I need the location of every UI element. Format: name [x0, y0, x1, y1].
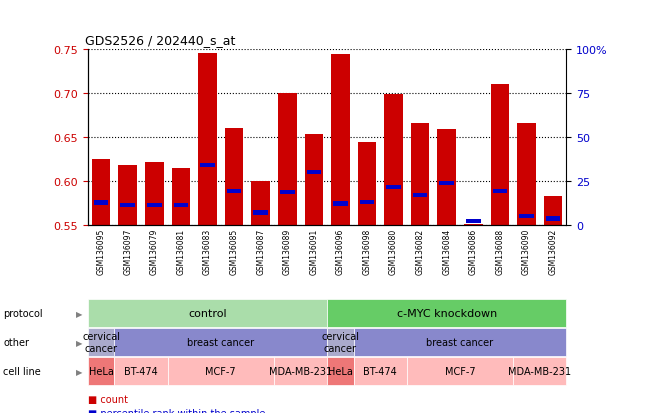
Bar: [201, 163, 215, 168]
Text: HeLa: HeLa: [328, 366, 353, 376]
Text: ▶: ▶: [76, 367, 83, 376]
Text: ▶: ▶: [76, 338, 83, 347]
Bar: [360, 200, 374, 204]
Bar: [251, 181, 270, 225]
Text: BT-474: BT-474: [124, 366, 158, 376]
Bar: [227, 190, 242, 194]
Bar: [331, 55, 350, 225]
Bar: [172, 169, 190, 225]
Bar: [386, 185, 401, 190]
Bar: [411, 123, 430, 225]
Bar: [544, 197, 562, 225]
Text: HeLa: HeLa: [89, 366, 114, 376]
Bar: [305, 135, 323, 225]
Bar: [120, 204, 135, 208]
Bar: [464, 224, 482, 225]
Text: cell line: cell line: [3, 366, 41, 376]
Text: ▶: ▶: [76, 309, 83, 318]
Text: ■ percentile rank within the sample: ■ percentile rank within the sample: [88, 408, 265, 413]
Bar: [413, 193, 428, 197]
Bar: [384, 95, 403, 225]
Bar: [145, 163, 163, 225]
Text: c-MYC knockdown: c-MYC knockdown: [396, 309, 497, 318]
Bar: [546, 217, 561, 221]
Text: cervical
cancer: cervical cancer: [82, 332, 120, 353]
Text: GDS2526 / 202440_s_at: GDS2526 / 202440_s_at: [85, 34, 236, 47]
Bar: [437, 129, 456, 225]
Bar: [198, 54, 217, 225]
Bar: [519, 214, 534, 218]
Text: BT-474: BT-474: [363, 366, 397, 376]
Text: ■ count: ■ count: [88, 394, 128, 404]
Bar: [517, 124, 536, 225]
Text: MCF-7: MCF-7: [206, 366, 236, 376]
Text: control: control: [188, 309, 227, 318]
Bar: [466, 219, 480, 224]
Text: MDA-MB-231: MDA-MB-231: [269, 366, 332, 376]
Bar: [147, 204, 161, 208]
Bar: [307, 170, 321, 175]
Bar: [439, 182, 454, 186]
Bar: [253, 211, 268, 215]
Bar: [94, 201, 109, 205]
Text: breast cancer: breast cancer: [426, 337, 493, 347]
Bar: [225, 128, 243, 225]
Bar: [491, 85, 509, 225]
Text: protocol: protocol: [3, 309, 43, 318]
Bar: [333, 202, 348, 206]
Text: cervical
cancer: cervical cancer: [322, 332, 359, 353]
Bar: [92, 159, 111, 225]
Text: breast cancer: breast cancer: [187, 337, 255, 347]
Text: other: other: [3, 337, 29, 347]
Bar: [174, 204, 188, 208]
Bar: [493, 190, 507, 194]
Bar: [118, 166, 137, 225]
Bar: [278, 93, 297, 225]
Text: MDA-MB-231: MDA-MB-231: [508, 366, 572, 376]
Bar: [280, 190, 294, 195]
Text: MCF-7: MCF-7: [445, 366, 475, 376]
Bar: [357, 142, 376, 225]
